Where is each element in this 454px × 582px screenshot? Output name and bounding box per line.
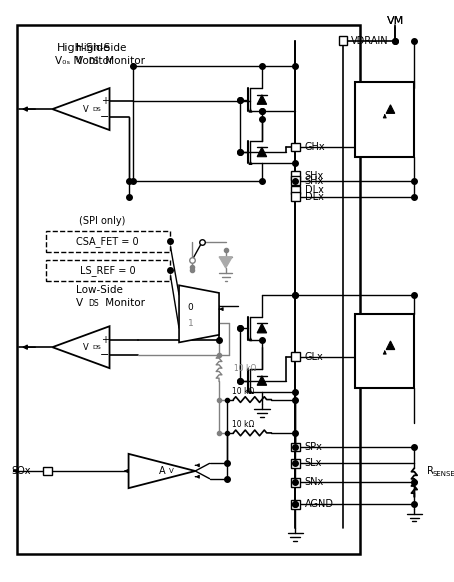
Text: 10 kΩ: 10 kΩ <box>232 420 254 429</box>
Polygon shape <box>257 376 266 385</box>
Text: V: V <box>83 105 89 113</box>
Text: Monitor: Monitor <box>102 56 145 66</box>
Text: GHx: GHx <box>305 142 326 152</box>
Polygon shape <box>257 95 266 104</box>
Text: 1: 1 <box>188 319 193 328</box>
Polygon shape <box>128 454 195 488</box>
Text: SENSE: SENSE <box>432 471 454 477</box>
Polygon shape <box>219 257 232 268</box>
Text: VDRAIN: VDRAIN <box>350 36 388 45</box>
Text: A: A <box>158 466 165 476</box>
Bar <box>43 467 52 475</box>
Text: High-Side: High-Side <box>57 43 111 53</box>
Text: V: V <box>83 343 89 352</box>
Bar <box>46 260 169 281</box>
Text: LS_REF = 0: LS_REF = 0 <box>80 265 135 275</box>
Text: Low-Side: Low-Side <box>76 285 123 295</box>
Text: DS: DS <box>89 299 99 308</box>
Text: VM: VM <box>387 16 404 26</box>
Bar <box>291 353 300 361</box>
Polygon shape <box>257 324 266 333</box>
Polygon shape <box>179 285 219 342</box>
Bar <box>291 478 300 487</box>
Text: DS: DS <box>92 345 101 350</box>
Text: V: V <box>76 299 84 308</box>
Bar <box>46 231 169 252</box>
Text: (SPI only): (SPI only) <box>79 217 125 226</box>
Bar <box>291 459 300 468</box>
Text: V₀ₛ Monitor: V₀ₛ Monitor <box>54 56 113 66</box>
Polygon shape <box>386 341 395 350</box>
Bar <box>291 186 300 194</box>
Text: SHx: SHx <box>305 176 324 186</box>
Bar <box>291 443 300 452</box>
Polygon shape <box>52 327 109 368</box>
Polygon shape <box>52 88 109 130</box>
Text: +: + <box>101 97 109 107</box>
Text: −: − <box>100 350 109 360</box>
Text: SHx: SHx <box>305 171 324 181</box>
Text: DLx: DLx <box>305 191 324 202</box>
Bar <box>355 314 415 388</box>
Polygon shape <box>386 105 395 113</box>
Text: +: + <box>101 335 109 345</box>
Text: −: − <box>100 112 109 122</box>
Text: Monitor: Monitor <box>102 299 145 308</box>
Text: DLx: DLx <box>305 185 324 195</box>
Text: SLx: SLx <box>305 459 322 469</box>
Text: DS: DS <box>92 107 101 112</box>
Text: R: R <box>427 466 434 476</box>
Text: GLx: GLx <box>305 352 324 362</box>
Polygon shape <box>257 147 266 157</box>
Text: SOx: SOx <box>11 466 30 476</box>
Text: AGND: AGND <box>305 499 334 509</box>
Text: SNx: SNx <box>305 477 324 488</box>
Text: VM: VM <box>387 16 404 26</box>
Text: 10 kΩ: 10 kΩ <box>234 364 257 372</box>
Bar <box>291 176 300 185</box>
Bar <box>291 172 300 180</box>
Text: 0: 0 <box>188 303 193 312</box>
Text: CSA_FET = 0: CSA_FET = 0 <box>76 236 139 247</box>
Bar <box>291 193 300 201</box>
Text: V: V <box>168 468 173 474</box>
Bar <box>291 143 300 151</box>
Bar <box>355 83 415 157</box>
Bar <box>17 25 360 554</box>
Bar <box>339 36 347 45</box>
Text: 10 kΩ: 10 kΩ <box>232 386 254 396</box>
Bar <box>291 500 300 509</box>
Text: DS: DS <box>89 57 99 66</box>
Text: V: V <box>76 56 84 66</box>
Text: SPx: SPx <box>305 442 323 452</box>
Text: High-Side: High-Side <box>76 43 127 53</box>
